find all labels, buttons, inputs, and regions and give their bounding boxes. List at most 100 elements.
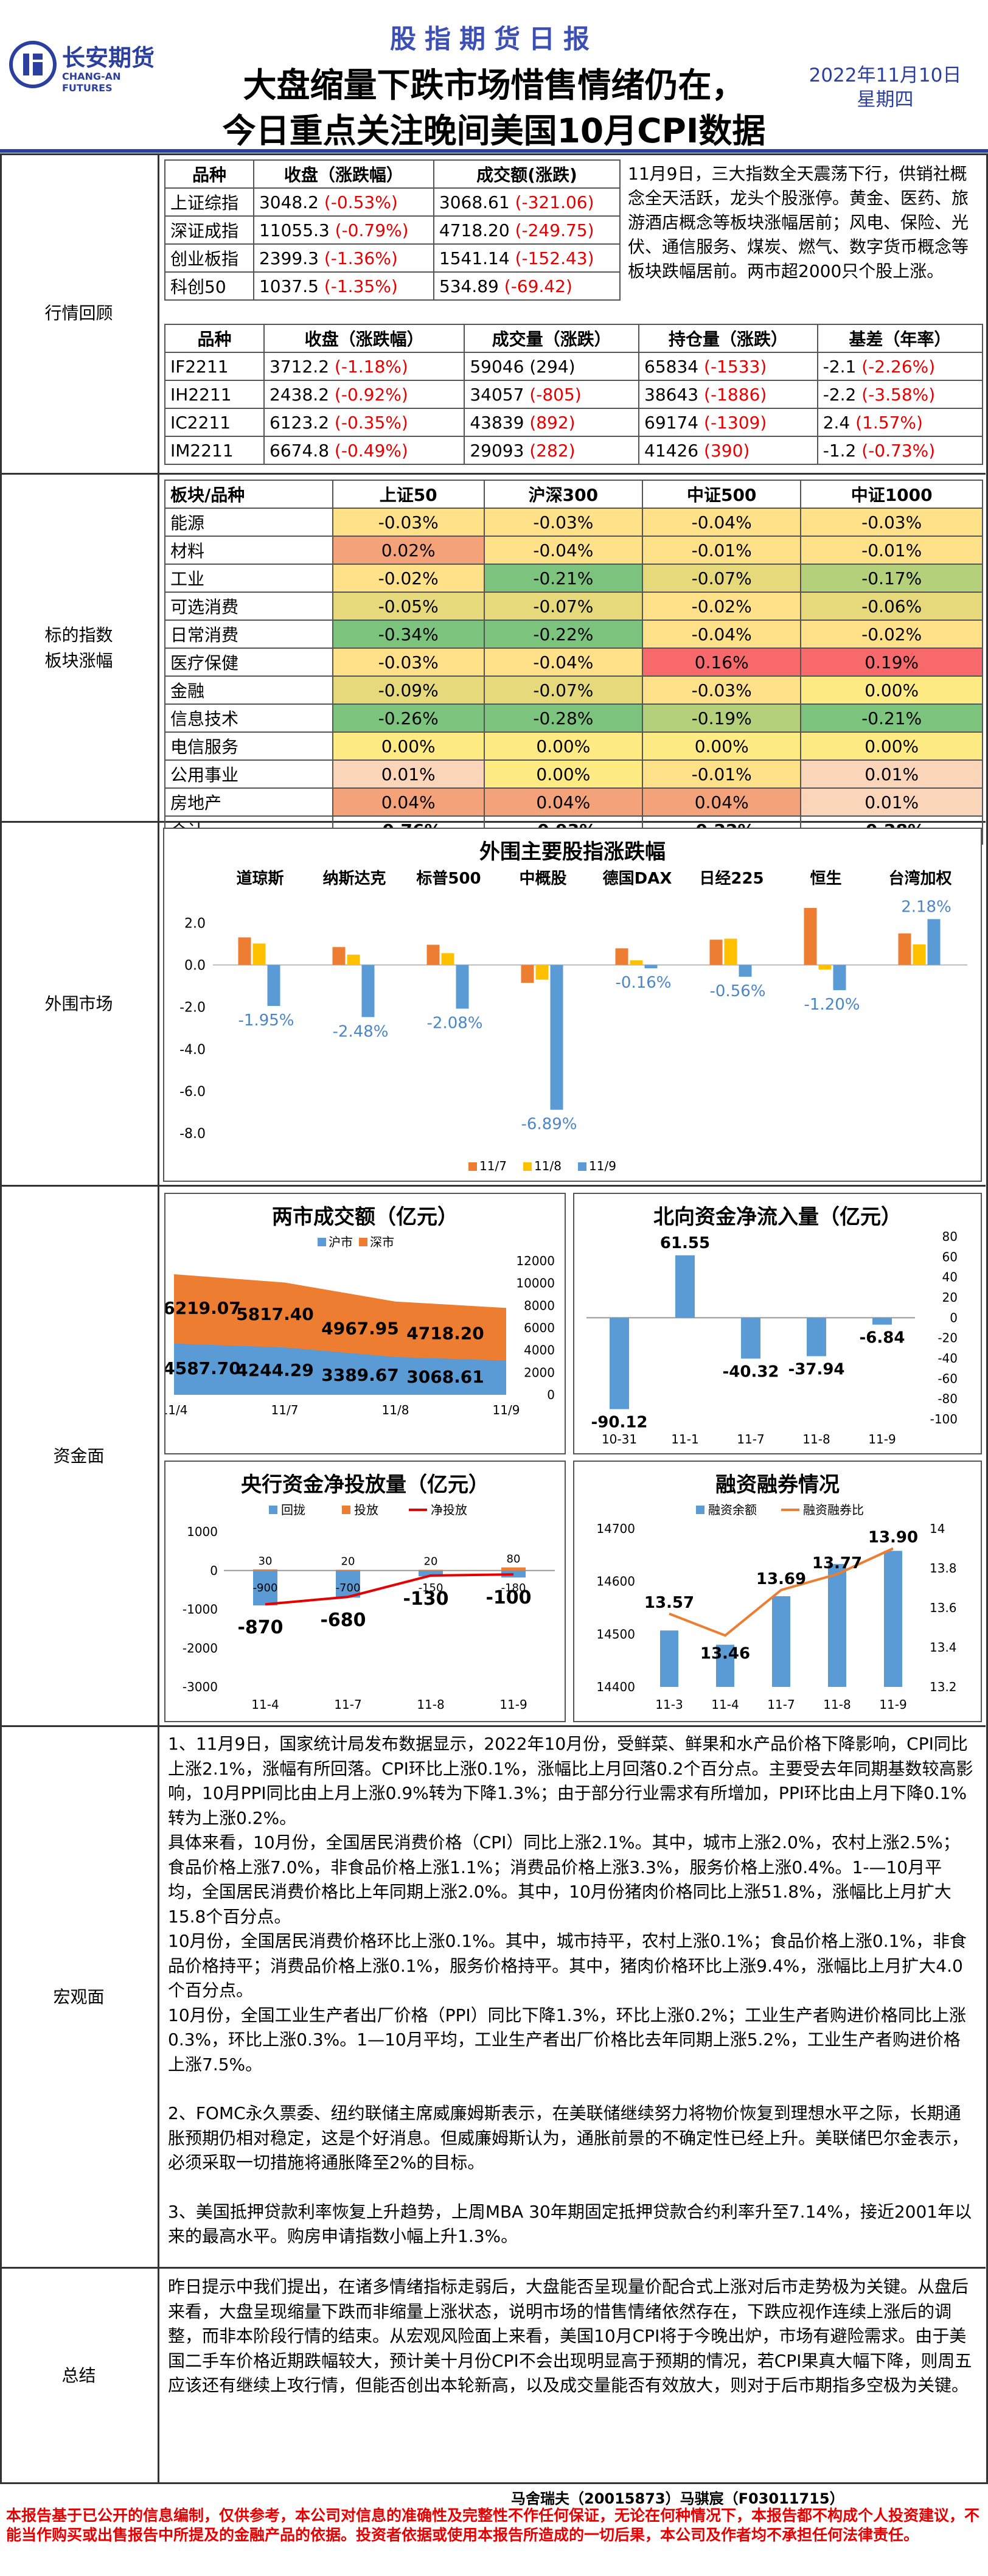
- chart-title: 外围主要股指涨跌幅: [479, 840, 666, 864]
- category-label: 标普500: [416, 869, 481, 888]
- category-label: 日经225: [699, 869, 764, 888]
- bar-11/9: [267, 965, 280, 1006]
- section-label-overseas: 外围市场: [0, 823, 159, 1187]
- overseas-chart-panel: 外围主要股指涨跌幅 2.0 0.0 -2.0 -4.0 -6.0 -8.0 道琼斯 -1.95…: [163, 828, 982, 1182]
- data-label-sz: 5817.40: [236, 1304, 314, 1324]
- bar-inject: [336, 1569, 360, 1571]
- overseas-chart: 2.0 0.0 -2.0 -4.0 -6.0 -8.0 道琼斯 -1.95% 纳斯达克 -2.48…: [179, 869, 967, 1173]
- data-label-sh: 3068.61: [406, 1367, 484, 1387]
- chart-title: 央行资金净投放量（亿元）: [241, 1473, 489, 1497]
- data-label-sz: 4967.95: [321, 1318, 399, 1338]
- x-tick-label: 11-9: [868, 1432, 896, 1447]
- bar-11/8: [913, 944, 926, 965]
- y-tick-label: 6000: [524, 1321, 555, 1335]
- y-tick-label: 8000: [524, 1298, 555, 1313]
- summary-text: 昨日提示中我们提出，在诸多情绪指标走弱后，大盘能否呈现量价配合式上涨对后市走势极…: [168, 2277, 972, 2395]
- section-sector: 板块/品种 上证50 沪深300 中证500 中证1000 能源 -0.03% -0.03%…: [159, 475, 986, 845]
- data-label-ratio: 13.57: [644, 1594, 694, 1612]
- legend-swatch: [468, 1162, 477, 1171]
- data-label-sh: 4244.29: [236, 1360, 314, 1380]
- section-label-sector: 标的指数 板块涨幅: [0, 475, 159, 823]
- report-title: 股指期货日报: [390, 24, 598, 55]
- y-tick-label: -6.0: [179, 1084, 206, 1100]
- table-row: 房地产 0.04% 0.04% 0.04% 0.01%: [164, 787, 983, 817]
- section-review: 品种 收盘（涨跌幅） 成交额(涨跌) 上证综指 3048.2 (-0.53%) 3068…: [159, 153, 986, 475]
- legend-label: 投放: [354, 1503, 378, 1517]
- data-label-withdraw: -900: [253, 1582, 278, 1594]
- y-tick-label-right: 13.8: [930, 1561, 957, 1576]
- macro-paragraph: 10月份，全国工业生产者出厂价格（PPI）同比下降1.3%，环比上涨0.2%；工…: [168, 2005, 966, 2075]
- data-label-withdraw: -180: [501, 1582, 526, 1594]
- legend-label: 融资融券比: [803, 1503, 864, 1517]
- y-tick-label: -1000: [183, 1602, 218, 1617]
- y-tick-label: -20: [938, 1331, 958, 1346]
- section-label-macro: 宏观面: [0, 1727, 159, 2269]
- bar-11/7: [238, 937, 251, 965]
- bar-11/7: [426, 944, 440, 965]
- category-label: 德国DAX: [603, 870, 672, 888]
- macro-text: 1、11月9日，国家统计局发布数据显示，2022年10月份，受鲜菜、鲜果和水产品…: [159, 1730, 984, 2252]
- x-tick-label: 11-8: [802, 1432, 830, 1447]
- data-label: -0.56%: [710, 982, 766, 1000]
- legend-swatch: [318, 1238, 326, 1246]
- y-tick-label: -3000: [183, 1680, 218, 1694]
- table-row: 上证综指 3048.2 (-0.53%) 3068.61 (-321.06): [164, 187, 621, 217]
- table-row: IM2211 6674.8 (-0.49%) 29093 (282) 41426 (3…: [164, 436, 984, 465]
- turnover-chart: 12000 10000 8000 6000 4000 2000 0 11/4 11/7 11/8 1…: [165, 1235, 555, 1417]
- bar-withdraw: [253, 1570, 277, 1606]
- pboc-panel: 央行资金净投放量（亿元） 1000 0 -1000 -2000 -3000 30 -900 -…: [164, 1461, 566, 1722]
- bar-inject: [253, 1569, 277, 1571]
- data-label: -6.84: [860, 1329, 905, 1347]
- bar-11/9: [739, 965, 752, 977]
- macro-paragraph: [168, 2176, 976, 2200]
- macro-paragraph: [168, 2077, 976, 2101]
- y-tick-label: 0: [547, 1387, 555, 1402]
- line-net: [265, 1573, 514, 1606]
- bar-11/7: [615, 948, 628, 965]
- data-label-sz: 6219.07: [165, 1298, 241, 1318]
- data-label-ratio: 13.77: [812, 1554, 862, 1572]
- y-tick-label: 1000: [187, 1524, 218, 1539]
- table-row: 公用事业 0.01% 0.00% -0.01% 0.01%: [164, 759, 983, 789]
- company-logo: 长安期货 CHANG-AN FUTURES: [9, 37, 167, 97]
- macro-paragraph: 3、美国抵押贷款利率恢复上升趋势，上周MBA 30年期固定抵押贷款合约利率升至7…: [168, 2201, 972, 2247]
- table-row: 深证成指 11055.3 (-0.79%) 4718.20 (-249.75): [164, 215, 621, 245]
- authors: 马舍瑞夫（20015873）马骐宸（F03011715）: [511, 2490, 844, 2507]
- bar-11/8: [252, 943, 266, 965]
- data-label: -90.12: [591, 1414, 647, 1432]
- data-label-net: -870: [237, 1617, 283, 1638]
- bar: [610, 1318, 629, 1409]
- data-label: -2.48%: [333, 1022, 389, 1041]
- x-tick-label: 11-1: [671, 1432, 698, 1447]
- x-tick-label: 11-4: [251, 1697, 279, 1712]
- y-tick-label: -4.0: [179, 1042, 206, 1058]
- table-row: 材料 0.02% -0.04% -0.01% -0.01%: [164, 536, 983, 565]
- bar-11/7: [709, 940, 723, 965]
- data-label-net: -680: [320, 1610, 366, 1631]
- table-row: 日常消费 -0.34% -0.22% -0.04% -0.02%: [164, 620, 983, 649]
- data-label-net: -100: [485, 1587, 531, 1608]
- table-row: 工业 -0.02% -0.21% -0.07% -0.17%: [164, 564, 983, 593]
- header-divider: [0, 149, 988, 153]
- bar-11/9: [927, 919, 941, 965]
- bar-balance: [716, 1644, 734, 1687]
- x-tick-label: 11-3: [655, 1697, 683, 1712]
- bar-balance: [660, 1630, 678, 1687]
- chart-title: 两市成交额（亿元）: [272, 1205, 458, 1229]
- sector-table: 板块/品种 上证50 沪深300 中证500 中证1000 能源 -0.03% -0.03%…: [164, 480, 983, 845]
- y-tick-label-right: 13.6: [930, 1600, 957, 1615]
- legend-label: 净投放: [431, 1503, 467, 1517]
- bar-withdraw: [336, 1570, 360, 1598]
- legend-label: 融资余额: [708, 1503, 757, 1517]
- bar-balance: [772, 1596, 790, 1687]
- x-tick-label: 11-8: [823, 1697, 851, 1712]
- bar-11/9: [644, 965, 658, 969]
- bar: [807, 1318, 826, 1356]
- y-tick-label: 12000: [516, 1254, 555, 1268]
- bar-11/8: [441, 953, 454, 965]
- bar-11/8: [535, 965, 549, 980]
- report-frame: [0, 153, 988, 2484]
- market-note: 11月9日，三大指数全天震荡下行，供销社概念全天活跃，龙头个股涨停。黄金、医药、…: [628, 164, 969, 281]
- logo-text-cn: 长安期货: [62, 44, 155, 71]
- table-row: 电信服务 0.00% 0.00% 0.00% 0.00%: [164, 731, 983, 761]
